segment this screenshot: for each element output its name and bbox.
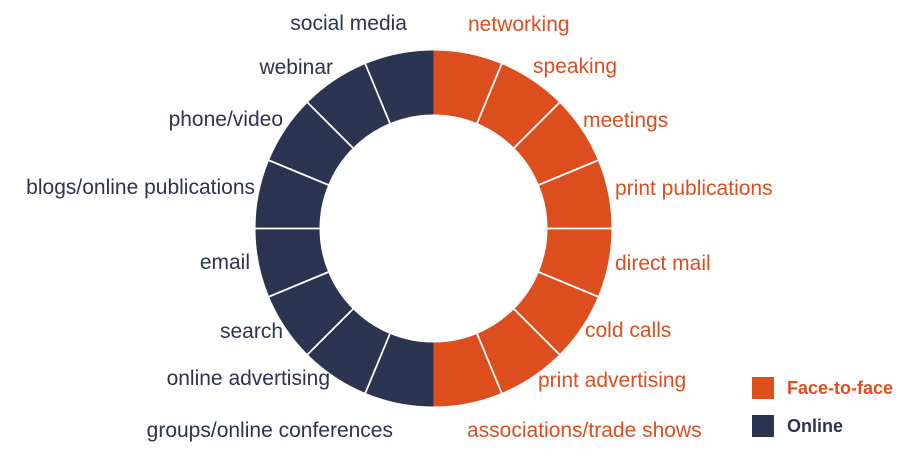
donut-segment-webinar — [307, 64, 390, 148]
label-online-advertising: online advertising — [166, 367, 330, 390]
legend-swatch-online — [752, 415, 774, 437]
donut-segment-meetings — [514, 102, 598, 185]
legend-item-face-to-face: Face-to-face — [752, 377, 893, 399]
legend-swatch-face-to-face — [752, 377, 774, 399]
segment-divider — [538, 159, 599, 186]
label-meetings: meetings — [583, 109, 669, 132]
donut-segment-print-advertising — [477, 309, 560, 393]
segment-divider — [538, 271, 599, 298]
donut-segment-phone-video — [269, 102, 353, 185]
segment-divider — [476, 333, 503, 394]
label-networking: networking — [468, 13, 570, 36]
label-search: search — [219, 320, 283, 343]
donut-segment-cold-calls — [514, 272, 598, 355]
legend-item-online: Online — [752, 415, 893, 437]
donut-segment-speaking — [477, 64, 560, 148]
label-print-publications: print publications — [615, 177, 773, 200]
legend-label-online: Online — [787, 415, 844, 436]
label-speaking: speaking — [533, 55, 618, 78]
segment-divider — [364, 333, 391, 394]
segment-divider — [476, 63, 503, 124]
segment-divider — [268, 271, 329, 298]
segment-divider — [364, 63, 391, 124]
donut-segment-search — [269, 272, 353, 355]
label-associations-trade-shows: associations/trade shows — [467, 419, 702, 442]
label-direct-mail: direct mail — [615, 252, 711, 275]
segment-divider — [513, 308, 561, 356]
segment-divider — [306, 101, 354, 149]
segment-divider — [513, 101, 561, 149]
donut-segment-online-advertising — [307, 309, 390, 393]
label-groups-online-conferences: groups/online conferences — [146, 419, 393, 442]
label-phone-video: phone/video — [168, 108, 283, 131]
label-email: email — [199, 251, 250, 274]
label-print-advertising: print advertising — [538, 369, 687, 392]
label-social-media: social media — [290, 12, 407, 35]
segment-divider — [268, 159, 329, 186]
segment-divider — [306, 308, 354, 356]
label-webinar: webinar — [259, 56, 333, 79]
label-blogs-online-publications: blogs/online publications — [26, 176, 255, 199]
legend: Face-to-face Online — [752, 377, 893, 437]
label-cold-calls: cold calls — [585, 319, 672, 342]
legend-label-face-to-face: Face-to-face — [787, 377, 894, 398]
